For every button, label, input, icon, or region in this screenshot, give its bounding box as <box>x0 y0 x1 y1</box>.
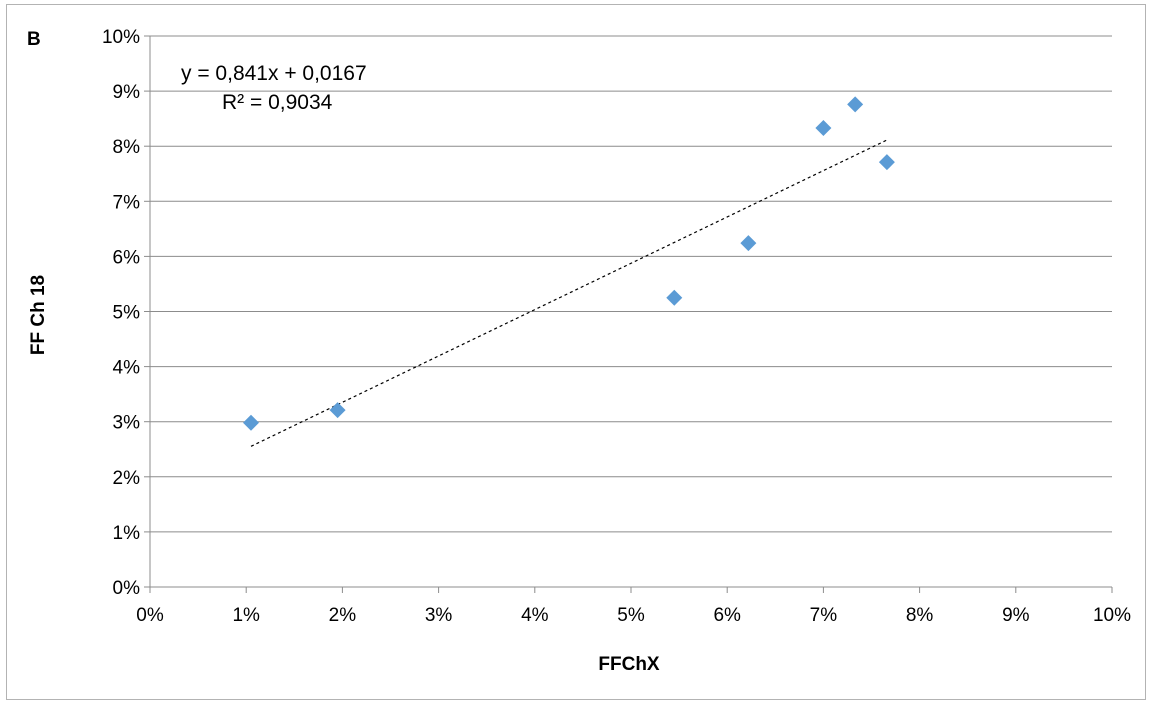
y-tick-label: 4% <box>113 358 141 379</box>
y-axis-title: FF Ch 18 <box>28 275 49 355</box>
panel-label: B <box>27 29 41 50</box>
y-tick-label: 7% <box>113 192 141 213</box>
scatter-chart: 0% 1% 2% 3% 4% 5% 6% 7% 8% 9% 10% 0% 1% 2% 3% 4% 5% 6% 7%… <box>27 27 1131 675</box>
data-point <box>329 402 346 419</box>
y-tick-label: 10% <box>102 27 140 48</box>
x-tick-label: 7% <box>810 605 838 626</box>
y-tick-label: 3% <box>113 413 141 434</box>
x-axis-title: FFChX <box>598 654 660 675</box>
x-tick-label: 5% <box>617 605 645 626</box>
y-tick-labels: 0% 1% 2% 3% 4% 5% 6% 7% 8% 9% 10% <box>102 27 140 599</box>
y-tick-label: 1% <box>113 523 141 544</box>
x-tick-label: 0% <box>136 605 164 626</box>
x-tick-labels: 0% 1% 2% 3% 4% 5% 6% 7% 8% 9% 10% <box>136 605 1131 626</box>
x-tick-label: 8% <box>906 605 934 626</box>
x-tick-label: 4% <box>521 605 549 626</box>
y-tick-label: 2% <box>113 468 141 489</box>
gridlines <box>150 35 1112 533</box>
trendline-r-squared: R² = 0,9034 <box>222 91 333 114</box>
y-tick-label: 6% <box>113 247 141 268</box>
trendline <box>250 139 888 447</box>
axes <box>144 35 1113 593</box>
trendline-equation: y = 0,841x + 0,0167 <box>181 62 367 85</box>
y-tick-label: 9% <box>113 82 141 103</box>
data-point <box>815 120 832 137</box>
trendline-line <box>250 139 888 447</box>
x-tick-label: 2% <box>329 605 357 626</box>
data-point <box>847 96 864 113</box>
data-point <box>740 235 757 252</box>
chart-frame: 0% 1% 2% 3% 4% 5% 6% 7% 8% 9% 10% 0% 1% 2% 3% 4% 5% 6% 7%… <box>6 4 1146 700</box>
data-point <box>666 289 683 306</box>
x-tick-label: 1% <box>232 605 260 626</box>
y-tick-label: 8% <box>113 137 141 158</box>
x-tick-label: 9% <box>1002 605 1030 626</box>
data-points <box>243 96 895 431</box>
x-tick-label: 10% <box>1093 605 1131 626</box>
x-tick-label: 3% <box>425 605 453 626</box>
y-tick-label: 0% <box>113 578 141 599</box>
x-tick-label: 6% <box>713 605 741 626</box>
data-point <box>878 154 895 171</box>
y-tick-label: 5% <box>113 303 141 324</box>
data-point <box>243 414 260 431</box>
